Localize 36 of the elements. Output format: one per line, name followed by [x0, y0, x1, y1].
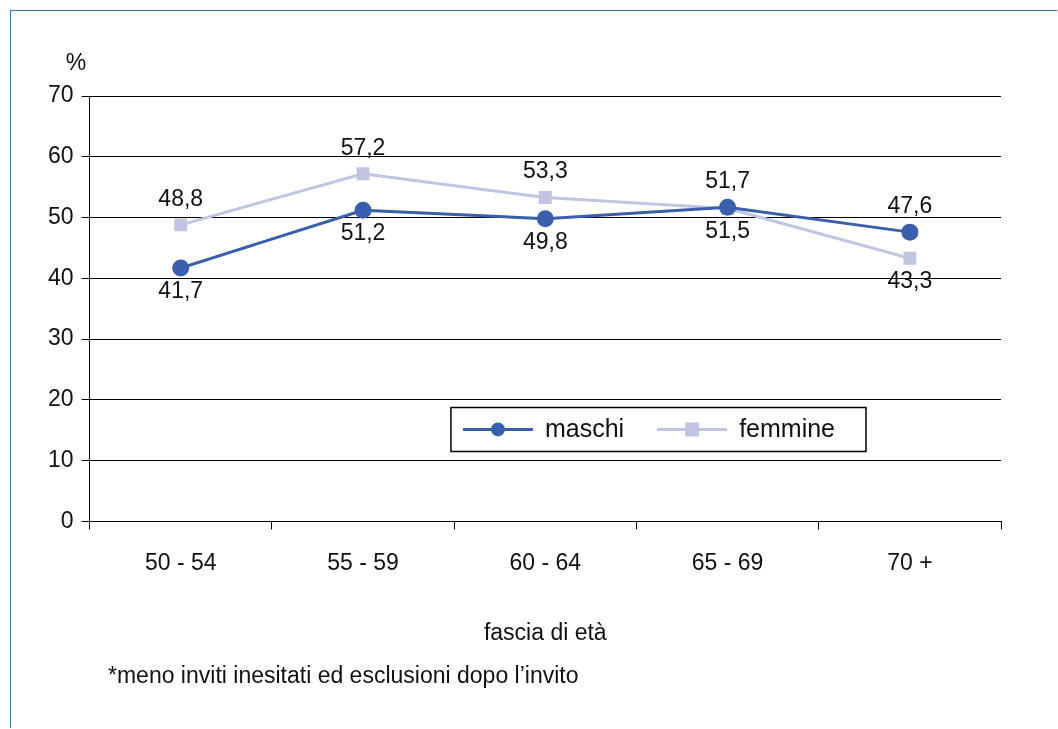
- y-tick-label: 70: [47, 81, 74, 108]
- point: [172, 259, 190, 277]
- point: [901, 223, 919, 241]
- y-axis-title: %: [65, 49, 87, 75]
- data-label: 48,8: [158, 184, 204, 211]
- data-label: 51,5: [705, 217, 750, 244]
- data-label: 51,7: [705, 167, 750, 194]
- y-tick-label: 40: [47, 263, 74, 290]
- y-tick-label: 50: [47, 202, 74, 229]
- data-label: 47,6: [887, 191, 933, 218]
- y-tick-label: 30: [47, 324, 74, 351]
- x-tick-label: 55 - 59: [327, 548, 399, 575]
- point: [174, 218, 188, 232]
- data-label: 53,3: [522, 157, 568, 184]
- point: [354, 201, 372, 219]
- x-axis-title: fascia di età: [483, 619, 607, 645]
- y-tick-label: 10: [47, 445, 74, 472]
- data-label: 51,2: [340, 219, 386, 246]
- data-label: 57,2: [340, 133, 386, 160]
- legend-label: maschi: [544, 414, 625, 443]
- data-label: 41,7: [158, 276, 204, 303]
- point: [538, 191, 552, 204]
- point: [903, 251, 917, 265]
- x-tick-label: 50 - 54: [144, 548, 217, 575]
- legend-label: femmine: [739, 414, 836, 443]
- y-tick-label: 20: [47, 385, 74, 412]
- x-tick-label: 65 - 69: [691, 548, 764, 575]
- y-tick-label: 60: [47, 142, 74, 169]
- point: [356, 167, 370, 181]
- x-tick-label: 60 - 64: [509, 548, 582, 575]
- y-tick-label: 0: [60, 506, 74, 533]
- text: *meno inviti inesitati ed esclusioni dopo l’invito: [108, 662, 579, 688]
- x-tick-label: 70 +: [887, 548, 933, 575]
- point: [536, 210, 554, 228]
- point: [719, 198, 737, 216]
- data-label: 49,8: [522, 227, 568, 254]
